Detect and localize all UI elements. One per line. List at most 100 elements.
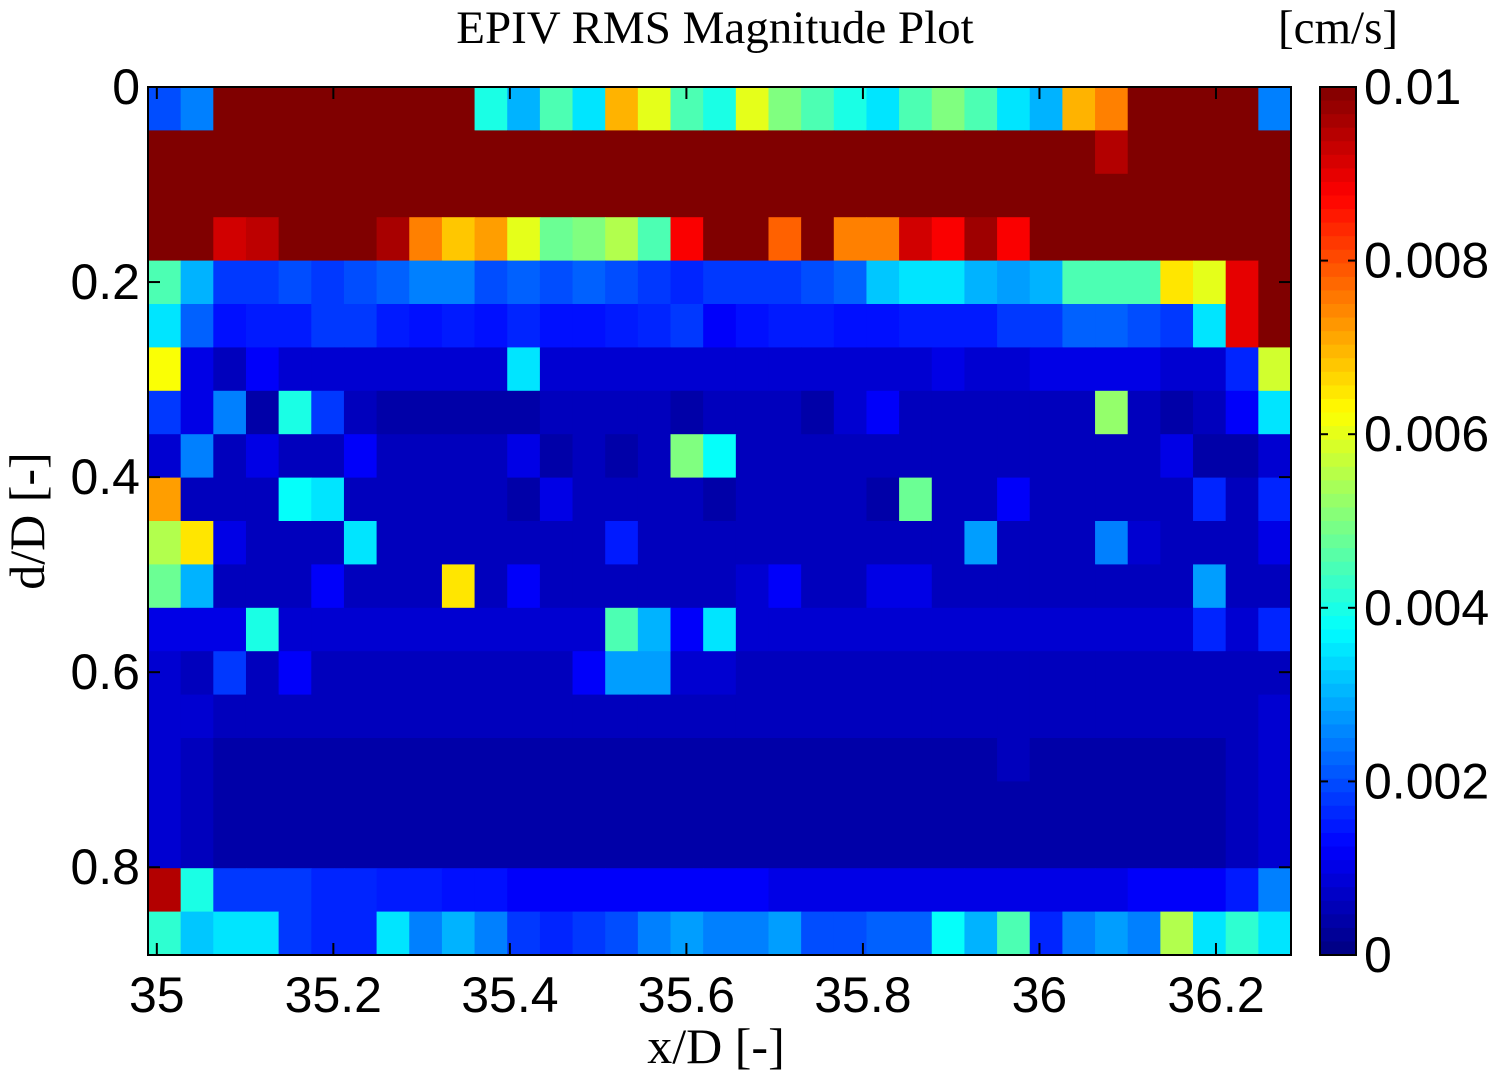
heatmap-cell <box>572 434 606 479</box>
heatmap-cell <box>1160 824 1194 869</box>
heatmap-cell <box>180 694 214 739</box>
heatmap-cell <box>637 477 672 522</box>
colorbar-tick-label: 0.008 <box>1364 233 1489 289</box>
heatmap-cell <box>1127 304 1161 348</box>
heatmap-cell <box>180 781 214 826</box>
heatmap-cell <box>343 130 378 175</box>
heatmap-cell <box>441 173 476 218</box>
heatmap-cell <box>1160 781 1194 826</box>
heatmap-cell <box>1127 390 1161 435</box>
heatmap-cell <box>572 87 606 131</box>
heatmap-cell <box>1127 824 1161 869</box>
heatmap-cell <box>833 434 868 479</box>
heatmap-cell <box>409 217 443 262</box>
heatmap-cell <box>376 304 410 348</box>
heatmap-cell <box>964 521 998 565</box>
heatmap-cell <box>703 911 737 956</box>
heatmap-cell <box>376 260 410 305</box>
heatmap-cell <box>964 304 998 348</box>
heatmap-cell <box>1258 217 1292 262</box>
heatmap-cell <box>1258 521 1292 565</box>
heatmap-cell <box>278 868 312 913</box>
heatmap-cell <box>539 130 574 175</box>
heatmap-cell <box>474 781 508 826</box>
heatmap-cell <box>768 911 802 956</box>
heatmap-cell <box>768 260 802 305</box>
heatmap-cell <box>605 738 639 782</box>
heatmap-cell <box>180 260 214 305</box>
heatmap-cell <box>441 260 476 305</box>
heatmap-cell <box>1095 521 1129 565</box>
heatmap-cell <box>441 868 476 913</box>
heatmap-cell <box>572 694 606 739</box>
heatmap-cell <box>409 521 443 565</box>
heatmap-cell <box>180 434 214 479</box>
heatmap-cell <box>311 434 345 479</box>
heatmap-cell <box>637 824 672 869</box>
heatmap-cell <box>572 173 606 218</box>
heatmap-cell <box>931 911 966 956</box>
heatmap-cell <box>768 694 802 739</box>
heatmap-cell <box>376 738 410 782</box>
heatmap-cell <box>931 347 966 392</box>
heatmap-cell <box>899 521 933 565</box>
heatmap-cell <box>964 173 998 218</box>
heatmap-cell <box>1160 173 1194 218</box>
heatmap-cell <box>605 87 639 131</box>
heatmap-cell <box>1095 911 1129 956</box>
heatmap-cell <box>866 607 900 652</box>
heatmap-cell <box>311 521 345 565</box>
heatmap-cell <box>213 434 247 479</box>
heatmap-cell <box>1225 781 1259 826</box>
heatmap-cell <box>1127 87 1161 131</box>
heatmap-cell <box>997 434 1031 479</box>
heatmap-cell <box>1127 564 1161 609</box>
heatmap-cell <box>1029 130 1063 175</box>
heatmap-cell <box>213 521 247 565</box>
heatmap-cell <box>866 651 900 696</box>
colorbar-band <box>1320 181 1356 197</box>
heatmap-cell <box>1258 173 1292 218</box>
heatmap-cell <box>997 607 1031 652</box>
heatmap-cell <box>1029 434 1063 479</box>
heatmap-cell <box>703 824 737 869</box>
heatmap-cell <box>376 130 410 175</box>
heatmap-cell <box>997 868 1031 913</box>
heatmap-cell <box>539 477 574 522</box>
heatmap-cell <box>1193 868 1227 913</box>
heatmap-cell <box>539 564 574 609</box>
heatmap-cell <box>245 477 280 522</box>
heatmap-cell <box>1258 347 1292 392</box>
heatmap-cell <box>1225 868 1259 913</box>
heatmap-cell <box>1029 87 1063 131</box>
heatmap-cell <box>1127 651 1161 696</box>
heatmap-cell <box>801 390 835 435</box>
heatmap-cell <box>899 607 933 652</box>
colorbar-band <box>1320 588 1356 603</box>
heatmap-cell <box>735 738 770 782</box>
heatmap-cell <box>1029 868 1063 913</box>
colorbar-tick-label: 0.002 <box>1364 753 1489 809</box>
heatmap-cell <box>539 694 574 739</box>
heatmap-cell <box>507 217 541 262</box>
heatmap-cell <box>213 347 247 392</box>
heatmap-cell <box>1127 738 1161 782</box>
heatmap-cell <box>735 564 770 609</box>
heatmap-cell <box>1029 477 1063 522</box>
heatmap-cell <box>213 130 247 175</box>
heatmap-cell <box>572 477 606 522</box>
heatmap-cell <box>343 173 378 218</box>
heatmap-cell <box>964 390 998 435</box>
heatmap-cell <box>441 477 476 522</box>
heatmap-cell <box>311 173 345 218</box>
heatmap-cell <box>637 87 672 131</box>
colorbar-tick-label: 0.01 <box>1364 59 1461 115</box>
colorbar-band <box>1320 466 1356 481</box>
colorbar-band <box>1320 778 1356 793</box>
heatmap-cell <box>180 911 214 956</box>
heatmap-cell <box>474 87 508 131</box>
heatmap-cell <box>670 824 704 869</box>
heatmap-cell <box>1095 651 1129 696</box>
heatmap-cell <box>213 87 247 131</box>
heatmap-cell <box>572 607 606 652</box>
